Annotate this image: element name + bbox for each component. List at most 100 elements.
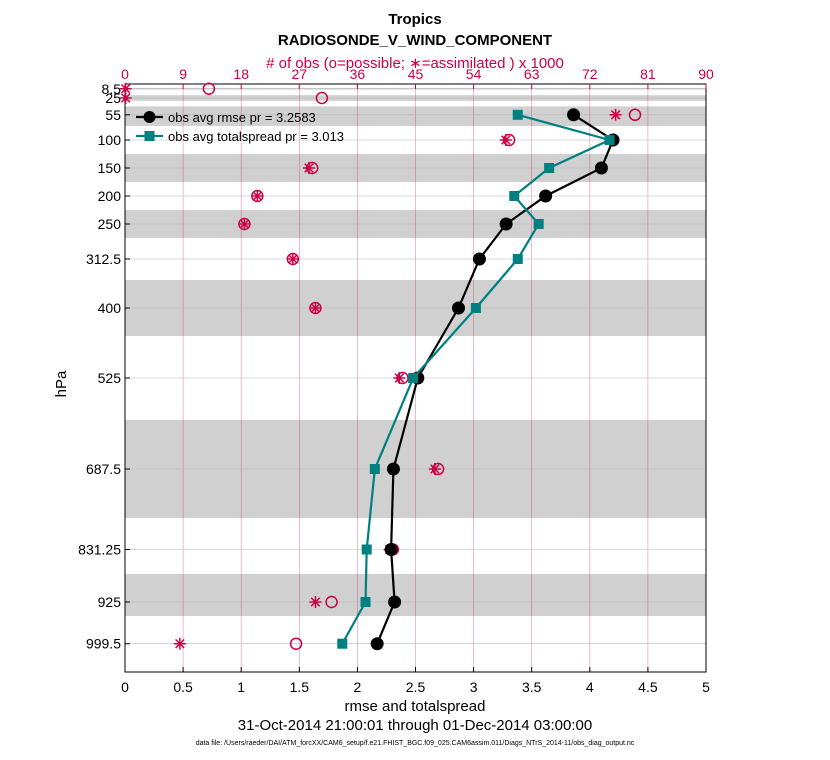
date-range: 31-Oct-2014 21:00:01 through 01-Dec-2014… — [238, 717, 592, 734]
y-tick-label: 8.5 — [102, 81, 122, 97]
x-tick-label: 3 — [470, 679, 478, 695]
assimilated-obs-marker — [393, 372, 406, 384]
series-lines — [337, 108, 620, 651]
legend-label-1: obs avg totalspread pr = 3.013 — [168, 129, 344, 144]
asterisk-stroke — [120, 83, 131, 94]
rmse-point — [386, 462, 400, 476]
spread-point — [470, 303, 481, 313]
y-tick-label: 200 — [98, 188, 122, 204]
spread-point — [360, 597, 371, 607]
x-tick-label: 2 — [354, 679, 362, 695]
assimilated-obs-marker — [428, 463, 441, 475]
asterisk-stroke — [394, 373, 405, 383]
asterisk-stroke — [288, 254, 298, 264]
assimilated-obs-marker — [238, 218, 251, 230]
rmse-point — [370, 637, 384, 651]
assimilated-obs-marker — [499, 134, 512, 146]
chart-title: Tropics — [388, 11, 441, 28]
spread-point — [408, 373, 419, 383]
assimilated-obs-marker — [286, 253, 299, 265]
asterisk-stroke — [175, 638, 185, 649]
x-tick-label: 4.5 — [638, 679, 658, 695]
assimilated-obs-marker — [309, 596, 322, 608]
spread-point — [533, 219, 544, 229]
asterisk-stroke — [239, 219, 250, 229]
spread-point — [509, 191, 520, 201]
spread-point — [369, 464, 380, 474]
y-tick-label: 400 — [98, 300, 122, 316]
x-tick-label: 1.5 — [290, 679, 310, 695]
assimilated-obs-marker — [609, 108, 622, 121]
assimilated-obs-marker — [251, 190, 264, 202]
level-band-2 — [125, 106, 706, 126]
spread-point — [512, 254, 523, 264]
x-tick-label: 0 — [121, 679, 129, 695]
x-tick-label: 0.5 — [173, 679, 193, 695]
x-tick-label: 5 — [702, 679, 710, 695]
top-tick-label: 36 — [350, 66, 366, 82]
rmse-point — [594, 161, 608, 175]
top-tick-label: 45 — [408, 66, 424, 82]
y-tick-label: 925 — [98, 594, 122, 610]
top-tick-label: 72 — [582, 66, 598, 82]
asterisk-stroke — [120, 93, 131, 103]
y-axis-label: hPa — [53, 370, 70, 397]
top-tick-label: 63 — [524, 66, 540, 82]
top-tick-label: 90 — [698, 66, 714, 82]
possible-obs-marker — [289, 637, 303, 650]
rmse-point — [451, 301, 465, 315]
possible-obs-marker — [628, 108, 642, 122]
asterisk-stroke — [252, 191, 263, 201]
top-tick-label: 81 — [640, 66, 656, 82]
possible-obs-marker — [325, 595, 338, 609]
assimilated-obs-marker — [119, 92, 132, 104]
asterisk-stroke — [501, 135, 511, 145]
rmse-point — [388, 595, 402, 609]
assimilated-obs-marker — [309, 302, 322, 314]
y-tick-label: 25 — [105, 90, 121, 106]
y-tick-label: 831.25 — [78, 542, 121, 558]
y-tick-label: 525 — [98, 370, 122, 386]
possible-obs-marker — [202, 82, 216, 96]
y-tick-label: 100 — [98, 132, 122, 148]
rmse-point — [539, 189, 553, 203]
spread-point — [512, 109, 523, 120]
x-tick-label: 4 — [586, 679, 594, 695]
axes: 0 0.5 1 1.5 2 2.5 3 3.5 4 4.5 5 0 9 18 27 36 45 54 63 72 81 9… — [78, 66, 714, 695]
spread-point — [337, 638, 348, 649]
x-tick-label: 2.5 — [406, 679, 426, 695]
asterisk-stroke — [310, 597, 321, 607]
top-tick-label: 18 — [233, 66, 249, 82]
top-axis-label: # of obs (o=possible; ∗=assimilated ) x … — [266, 55, 564, 72]
top-tick-label: 9 — [179, 66, 187, 82]
assimilated-obs-marker — [173, 637, 186, 650]
x-tick-label: 3.5 — [522, 679, 542, 695]
series-line-1 — [341, 113, 613, 645]
rmse-point — [499, 217, 513, 231]
asterisk-stroke — [430, 464, 440, 474]
legend: obs avg rmse pr = 3.2583 obs avg totalspr… — [136, 110, 344, 144]
y-tick-label: 687.5 — [86, 461, 121, 477]
x-axis-label: rmse and totalspread — [345, 698, 486, 715]
x-tick-label: 1 — [237, 679, 245, 695]
y-tick-label: 312.5 — [86, 251, 121, 267]
assimilated-obs-marker — [302, 162, 315, 174]
spread-point — [361, 544, 372, 555]
legend-marker-1 — [144, 131, 155, 141]
spread-point — [544, 163, 555, 173]
top-tick-label: 54 — [466, 66, 482, 82]
asterisk-stroke — [304, 163, 314, 173]
chart-subtitle: RADIOSONDE_V_WIND_COMPONENT — [278, 32, 552, 49]
y-tick-label: 250 — [98, 216, 122, 232]
asterisk-stroke — [310, 303, 321, 313]
data-file-footer: data file: /Users/raeder/DAI/ATM_forcXX/… — [196, 740, 635, 747]
rmse-point — [384, 543, 398, 556]
rmse-point — [567, 108, 581, 122]
top-tick-label: 27 — [292, 66, 308, 82]
y-tick-label: 999.5 — [86, 636, 121, 652]
legend-marker-0 — [143, 111, 156, 123]
y-tick-label: 55 — [105, 107, 121, 123]
possible-obs-marker — [315, 91, 329, 105]
spread-point — [604, 135, 615, 145]
